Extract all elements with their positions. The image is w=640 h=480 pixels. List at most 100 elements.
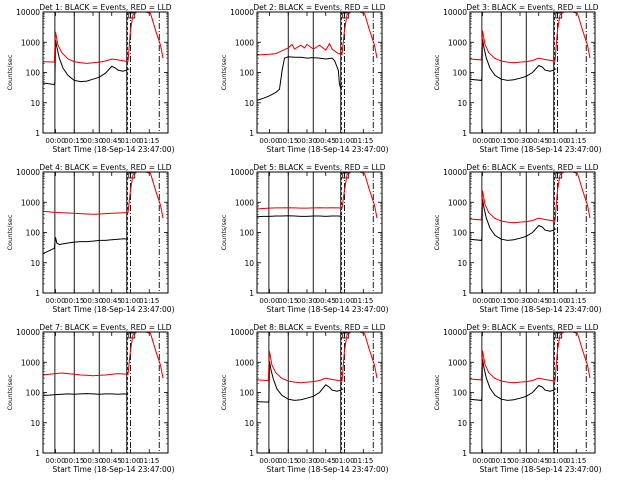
x-tick-label: 00:45 <box>316 297 336 305</box>
x-tick-label: 01:00 <box>547 457 567 465</box>
y-tick-label: 10 <box>457 99 467 108</box>
y-axis-label: Counts/sec <box>220 54 228 90</box>
y-tick-label: 10 <box>457 419 467 428</box>
plot-frame <box>469 11 596 134</box>
x-axis-label: Start Time (18-Sep-14 23:47:00) <box>267 465 389 474</box>
y-tick-label: 10000 <box>16 168 40 177</box>
series-line-events <box>42 393 129 396</box>
plot-frame <box>42 331 169 454</box>
marker-box <box>128 172 136 179</box>
chart-title: Det 2: BLACK = Events, RED = LLD <box>253 3 385 12</box>
y-tick-label: 10000 <box>443 8 467 17</box>
y-tick-label: 1 <box>462 289 467 298</box>
y-axis-label: Counts/sec <box>220 374 228 410</box>
y-tick-label: 1 <box>35 449 40 458</box>
x-tick-label: 01:15 <box>139 137 159 145</box>
plot-frame <box>256 331 383 454</box>
marker-box <box>128 332 136 339</box>
series-line-events <box>256 56 344 101</box>
series-line-lld <box>469 331 591 384</box>
x-axis-label: Start Time (18-Sep-14 23:47:00) <box>267 305 389 314</box>
y-tick-label: 1000 <box>21 198 40 207</box>
x-tick-label: 01:15 <box>566 137 586 145</box>
plot-frame <box>256 171 383 294</box>
y-axis-label: Counts/sec <box>6 54 14 90</box>
y-axis-label: Counts/sec <box>220 214 228 250</box>
y-tick-label: 1000 <box>448 198 467 207</box>
x-tick-label: 00:00 <box>259 457 279 465</box>
x-axis-label: Start Time (18-Sep-14 23:47:00) <box>53 465 175 474</box>
x-tick-label: 00:15 <box>278 137 298 145</box>
x-tick-label: 00:30 <box>510 457 530 465</box>
x-tick-label: 00:45 <box>529 137 549 145</box>
x-tick-label: 01:00 <box>547 137 567 145</box>
x-tick-label: 00:00 <box>259 137 279 145</box>
series-line-lld <box>42 331 164 379</box>
y-tick-label: 1 <box>462 449 467 458</box>
y-axis-label: Counts/sec <box>433 374 441 410</box>
plot-frame <box>469 171 596 294</box>
x-tick-label: 01:00 <box>120 297 140 305</box>
y-tick-label: 100 <box>240 229 255 238</box>
x-tick-label: 00:30 <box>510 137 530 145</box>
y-axis-label: Counts/sec <box>433 214 441 250</box>
chart-panel-5: Det 5: BLACK = Events, RED = LLD 1 10 100 10… <box>220 163 389 314</box>
chart-panel-3: Det 3: BLACK = Events, RED = LLD 1 10 100 10… <box>433 3 602 154</box>
series-line-events <box>469 38 557 81</box>
x-tick-label: 01:00 <box>120 457 140 465</box>
x-tick-label: 01:15 <box>353 297 373 305</box>
x-axis-label: Start Time (18-Sep-14 23:47:00) <box>53 305 175 314</box>
x-tick-label: 00:45 <box>316 137 336 145</box>
y-tick-label: 1 <box>35 289 40 298</box>
x-tick-label: 00:45 <box>529 457 549 465</box>
x-tick-label: 01:15 <box>566 457 586 465</box>
marker-box <box>555 332 563 339</box>
y-tick-label: 1000 <box>448 38 467 47</box>
plot-frame <box>42 171 169 294</box>
x-tick-label: 01:00 <box>334 457 354 465</box>
series-line-lld <box>42 11 164 64</box>
marker-box <box>342 12 350 19</box>
y-tick-label: 100 <box>26 69 41 78</box>
x-axis-label: Start Time (18-Sep-14 23:47:00) <box>480 465 602 474</box>
x-tick-label: 00:30 <box>83 137 103 145</box>
x-tick-label: 01:15 <box>353 457 373 465</box>
marker-box <box>342 332 350 339</box>
series-line-lld <box>256 171 378 219</box>
x-tick-label: 00:00 <box>472 457 492 465</box>
x-tick-label: 00:45 <box>316 457 336 465</box>
x-tick-label: 00:45 <box>102 297 122 305</box>
series-line-events <box>42 237 129 255</box>
marker-box <box>128 12 136 19</box>
y-tick-label: 1000 <box>235 198 254 207</box>
plot-frame <box>42 11 169 134</box>
y-tick-label: 1000 <box>21 38 40 47</box>
x-tick-label: 01:15 <box>566 297 586 305</box>
chart-panel-6: Det 6: BLACK = Events, RED = LLD 1 10 100 10… <box>433 163 602 314</box>
y-tick-label: 100 <box>453 229 468 238</box>
x-tick-label: 00:15 <box>278 297 298 305</box>
x-tick-label: 00:15 <box>278 457 298 465</box>
chart-panel-7: Det 7: BLACK = Events, RED = LLD 1 10 100 10… <box>6 323 175 474</box>
x-axis-label: Start Time (18-Sep-14 23:47:00) <box>53 145 175 154</box>
x-tick-label: 00:30 <box>297 457 317 465</box>
x-tick-label: 00:00 <box>45 137 65 145</box>
x-tick-label: 00:30 <box>510 297 530 305</box>
series-line-events <box>469 198 557 241</box>
y-tick-label: 10 <box>457 259 467 268</box>
x-tick-label: 00:00 <box>472 137 492 145</box>
y-tick-label: 100 <box>26 389 41 398</box>
y-tick-label: 10000 <box>443 328 467 337</box>
chart-title: Det 3: BLACK = Events, RED = LLD <box>466 3 598 12</box>
marker-box <box>555 12 563 19</box>
x-tick-label: 00:45 <box>102 457 122 465</box>
chart-panel-4: Det 4: BLACK = Events, RED = LLD 1 10 100 10… <box>6 163 175 314</box>
x-tick-label: 00:30 <box>297 137 317 145</box>
y-tick-label: 1 <box>249 449 254 458</box>
y-tick-label: 100 <box>453 389 468 398</box>
x-tick-label: 01:00 <box>120 137 140 145</box>
chart-title: Det 4: BLACK = Events, RED = LLD <box>39 163 171 172</box>
x-tick-label: 00:15 <box>64 297 84 305</box>
y-axis-label: Counts/sec <box>6 214 14 250</box>
